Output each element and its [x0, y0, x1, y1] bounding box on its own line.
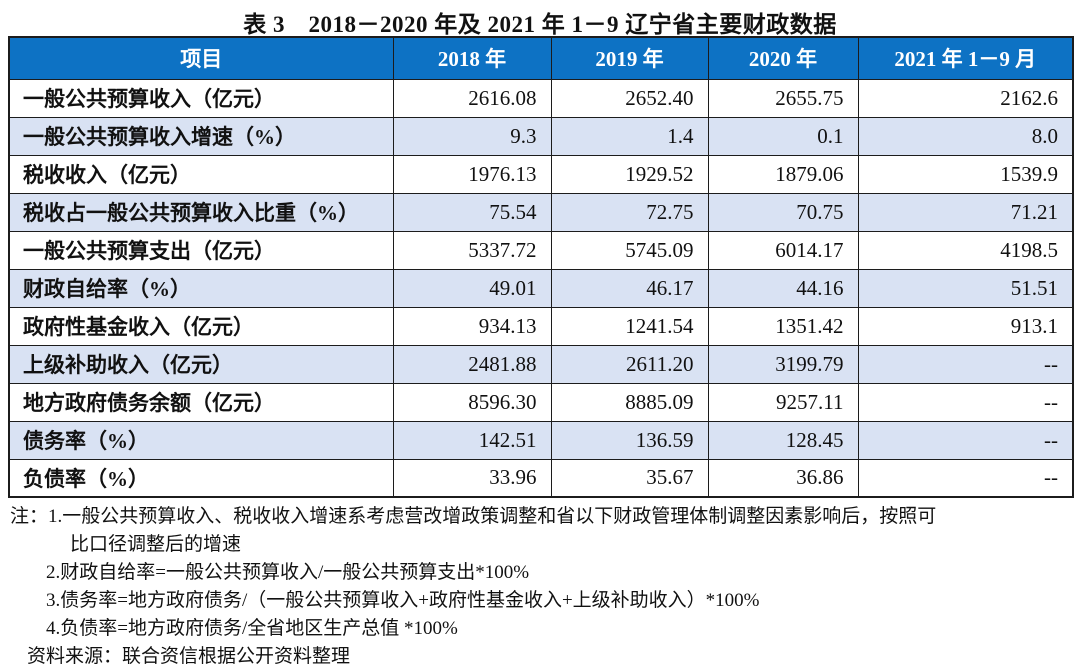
cell-value: 913.1	[857, 306, 1074, 346]
cell-value: 3199.79	[707, 344, 859, 384]
table-row: 税收收入（亿元） 1976.13 1929.52 1879.06 1539.9	[8, 154, 1074, 194]
cell-value: 35.67	[550, 458, 709, 498]
cell-value: 33.96	[392, 458, 552, 498]
cell-value: 70.75	[707, 192, 859, 232]
cell-value: --	[857, 344, 1074, 384]
row-label: 税收收入（亿元）	[8, 154, 394, 194]
cell-value: 72.75	[550, 192, 709, 232]
cell-value: 51.51	[857, 268, 1074, 308]
cell-value: --	[857, 382, 1074, 422]
cell-value: 75.54	[392, 192, 552, 232]
notes: 注：1.一般公共预算收入、税收收入增速系考虑营改增政策调整和省以下财政管理体制调…	[0, 503, 1080, 667]
cell-value: 136.59	[550, 420, 709, 460]
cell-value: 2162.6	[857, 78, 1074, 118]
column-header-3: 2020 年	[707, 36, 859, 80]
cell-value: --	[857, 458, 1074, 498]
cell-value: 128.45	[707, 420, 859, 460]
cell-value: 9257.11	[707, 382, 859, 422]
table-header-row: 项目 2018 年 2019 年 2020 年 2021 年 1－9 月	[8, 36, 1074, 80]
row-label: 税收占一般公共预算收入比重（%）	[8, 192, 394, 232]
cell-value: 2655.75	[707, 78, 859, 118]
cell-value: 4198.5	[857, 230, 1074, 270]
cell-value: 934.13	[392, 306, 552, 346]
cell-value: 8596.30	[392, 382, 552, 422]
row-label: 政府性基金收入（亿元）	[8, 306, 394, 346]
row-label: 一般公共预算收入增速（%）	[8, 116, 394, 156]
cell-value: 36.86	[707, 458, 859, 498]
table-row: 一般公共预算收入增速（%） 9.3 1.4 0.1 8.0	[8, 116, 1074, 156]
cell-value: 46.17	[550, 268, 709, 308]
cell-value: 8.0	[857, 116, 1074, 156]
column-header-4: 2021 年 1－9 月	[857, 36, 1074, 80]
note-line: 注：1.一般公共预算收入、税收收入增速系考虑营改增政策调整和省以下财政管理体制调…	[10, 506, 937, 527]
note-line: 比口径调整后的增速	[70, 534, 242, 555]
table-row: 税收占一般公共预算收入比重（%） 75.54 72.75 70.75 71.21	[8, 192, 1074, 232]
cell-value: 49.01	[392, 268, 552, 308]
cell-value: 1976.13	[392, 154, 552, 194]
note-line: 3.债务率=地方政府债务/（一般公共预算收入+政府性基金收入+上级补助收入）*1…	[46, 590, 760, 611]
row-label: 负债率（%）	[8, 458, 394, 498]
note-line: 4.负债率=地方政府债务/全省地区生产总值 *100%	[46, 618, 458, 639]
table-row: 政府性基金收入（亿元） 934.13 1241.54 1351.42 913.1	[8, 306, 1074, 346]
row-label: 地方政府债务余额（亿元）	[8, 382, 394, 422]
note-line: 2.财政自给率=一般公共预算收入/一般公共预算支出*100%	[46, 562, 530, 583]
table-row: 上级补助收入（亿元） 2481.88 2611.20 3199.79 --	[8, 344, 1074, 384]
cell-value: 0.1	[707, 116, 859, 156]
cell-value: 1929.52	[550, 154, 709, 194]
cell-value: 8885.09	[550, 382, 709, 422]
cell-value: 2652.40	[550, 78, 709, 118]
cell-value: 6014.17	[707, 230, 859, 270]
column-header-0: 项目	[8, 36, 394, 80]
row-label: 上级补助收入（亿元）	[8, 344, 394, 384]
table-row: 财政自给率（%） 49.01 46.17 44.16 51.51	[8, 268, 1074, 308]
cell-value: --	[857, 420, 1074, 460]
table-row: 负债率（%） 33.96 35.67 36.86 --	[8, 458, 1074, 498]
cell-value: 1241.54	[550, 306, 709, 346]
table-row: 一般公共预算支出（亿元） 5337.72 5745.09 6014.17 4198.5	[8, 230, 1074, 270]
source-line: 资料来源：联合资信根据公开资料整理	[27, 646, 351, 667]
cell-value: 2611.20	[550, 344, 709, 384]
table-row: 债务率（%） 142.51 136.59 128.45 --	[8, 420, 1074, 460]
cell-value: 1879.06	[707, 154, 859, 194]
cell-value: 1.4	[550, 116, 709, 156]
cell-value: 1539.9	[857, 154, 1074, 194]
row-label: 债务率（%）	[8, 420, 394, 460]
cell-value: 2481.88	[392, 344, 552, 384]
cell-value: 44.16	[707, 268, 859, 308]
cell-value: 9.3	[392, 116, 552, 156]
cell-value: 71.21	[857, 192, 1074, 232]
table-row: 地方政府债务余额（亿元） 8596.30 8885.09 9257.11 --	[8, 382, 1074, 422]
row-label: 一般公共预算收入（亿元）	[8, 78, 394, 118]
cell-value: 2616.08	[392, 78, 552, 118]
page-title: 表 3 2018－2020 年及 2021 年 1－9 辽宁省主要财政数据	[243, 12, 837, 37]
fiscal-data-table: 项目 2018 年 2019 年 2020 年 2021 年 1－9 月 一般公共预算收…	[8, 36, 1074, 498]
table-row: 一般公共预算收入（亿元） 2616.08 2652.40 2655.75 2162.6	[8, 78, 1074, 118]
cell-value: 5337.72	[392, 230, 552, 270]
cell-value: 5745.09	[550, 230, 709, 270]
row-label: 一般公共预算支出（亿元）	[8, 230, 394, 270]
cell-value: 142.51	[392, 420, 552, 460]
cell-value: 1351.42	[707, 306, 859, 346]
table-body: 一般公共预算收入（亿元） 2616.08 2652.40 2655.75 2162.6 一…	[8, 78, 1074, 498]
column-header-1: 2018 年	[392, 36, 552, 80]
row-label: 财政自给率（%）	[8, 268, 394, 308]
column-header-2: 2019 年	[550, 36, 709, 80]
